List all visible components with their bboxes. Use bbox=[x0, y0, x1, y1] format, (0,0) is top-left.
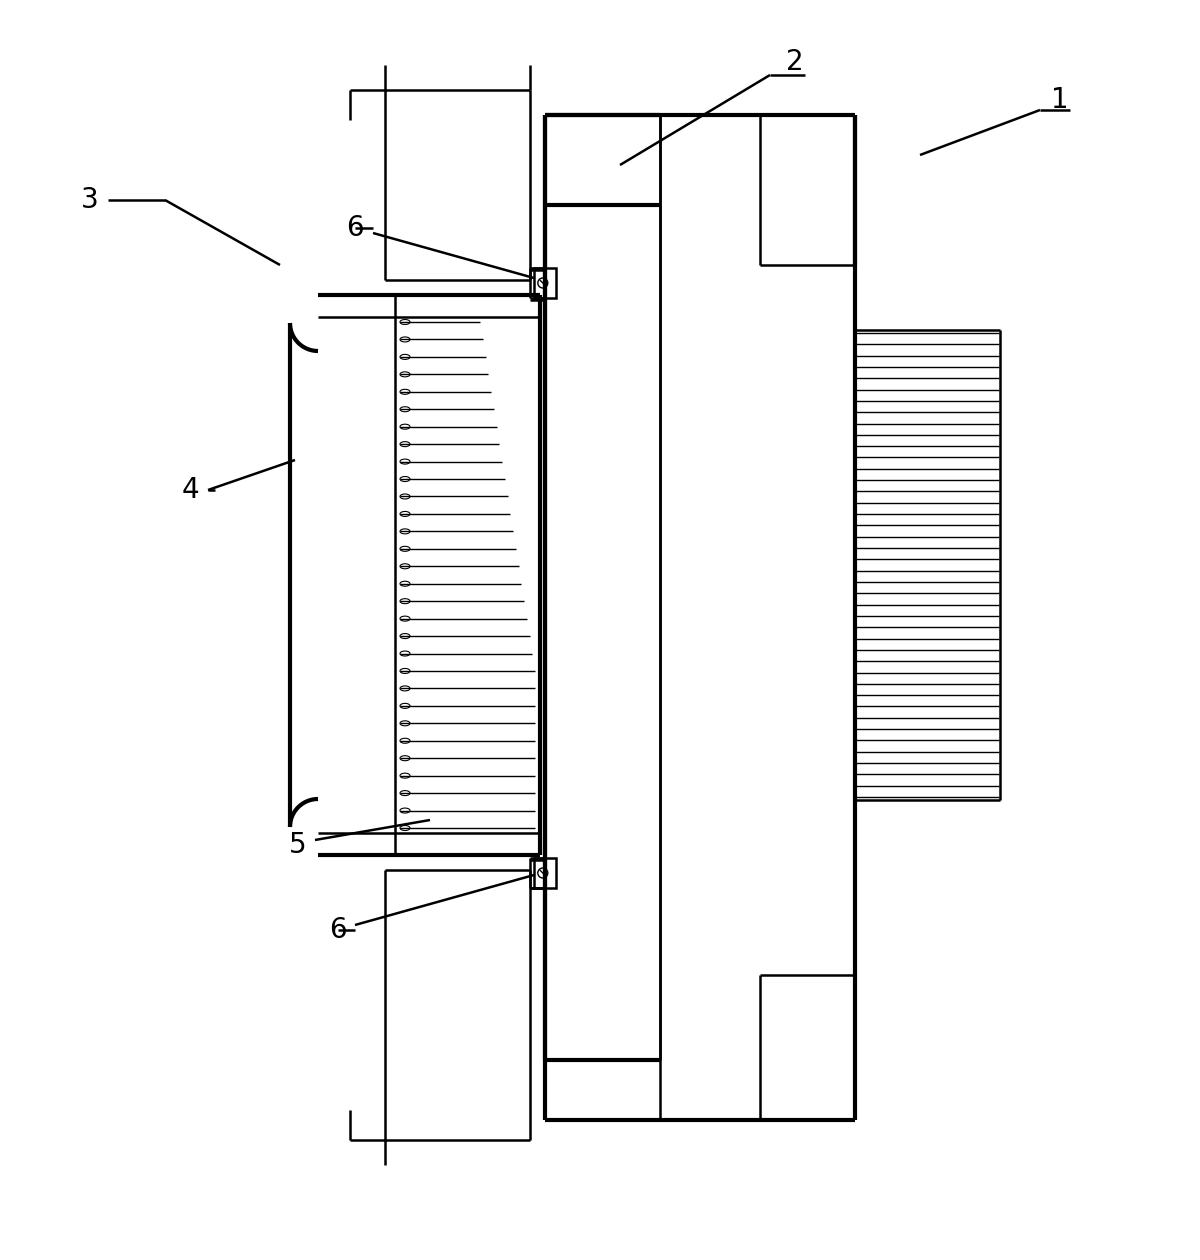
Ellipse shape bbox=[400, 476, 410, 481]
Ellipse shape bbox=[400, 581, 410, 586]
Ellipse shape bbox=[400, 703, 410, 708]
Ellipse shape bbox=[400, 808, 410, 813]
Ellipse shape bbox=[400, 651, 410, 656]
Ellipse shape bbox=[400, 442, 410, 446]
Ellipse shape bbox=[400, 459, 410, 464]
Ellipse shape bbox=[400, 372, 410, 377]
Ellipse shape bbox=[400, 529, 410, 534]
Ellipse shape bbox=[400, 598, 410, 604]
Ellipse shape bbox=[400, 669, 410, 673]
Text: 2: 2 bbox=[786, 48, 804, 76]
Ellipse shape bbox=[400, 685, 410, 690]
Ellipse shape bbox=[400, 634, 410, 639]
Ellipse shape bbox=[400, 407, 410, 412]
Text: 5: 5 bbox=[289, 832, 307, 859]
Ellipse shape bbox=[400, 320, 410, 325]
Ellipse shape bbox=[400, 494, 410, 499]
Text: 6: 6 bbox=[346, 214, 364, 242]
Circle shape bbox=[538, 868, 547, 878]
Ellipse shape bbox=[400, 721, 410, 726]
Ellipse shape bbox=[400, 389, 410, 394]
Circle shape bbox=[538, 278, 547, 289]
Ellipse shape bbox=[400, 563, 410, 568]
Ellipse shape bbox=[400, 774, 410, 779]
Ellipse shape bbox=[400, 790, 410, 795]
Text: 6: 6 bbox=[329, 916, 347, 944]
Ellipse shape bbox=[400, 425, 410, 430]
Ellipse shape bbox=[400, 547, 410, 552]
Bar bbox=[534, 268, 556, 299]
Ellipse shape bbox=[400, 616, 410, 621]
Ellipse shape bbox=[400, 756, 410, 761]
Ellipse shape bbox=[400, 336, 410, 341]
Ellipse shape bbox=[400, 354, 410, 359]
Text: 1: 1 bbox=[1051, 86, 1069, 113]
Text: 3: 3 bbox=[82, 186, 98, 214]
Ellipse shape bbox=[400, 738, 410, 743]
Bar bbox=[534, 858, 556, 888]
Ellipse shape bbox=[400, 825, 410, 830]
Ellipse shape bbox=[400, 512, 410, 517]
Text: 4: 4 bbox=[181, 476, 199, 504]
